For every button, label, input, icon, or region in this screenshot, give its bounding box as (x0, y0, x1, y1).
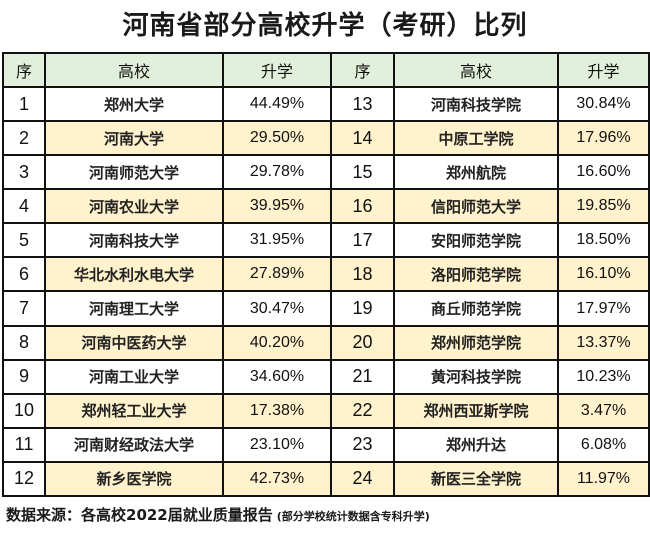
school-name: 郑州轻工业大学 (44, 392, 224, 429)
rate-value: 34.60% (222, 358, 332, 395)
rate-value: 3.47% (557, 392, 650, 429)
school-name: 中原工学院 (393, 120, 559, 157)
rate-value: 19.85% (557, 188, 650, 225)
header-school-left: 高校 (44, 52, 224, 88)
row-no: 1 (2, 85, 46, 123)
rate-value: 31.95% (222, 222, 332, 259)
rate-value: 30.47% (222, 290, 332, 327)
school-name: 郑州师范学院 (393, 324, 559, 361)
row-no: 21 (330, 358, 395, 395)
school-name: 新乡医学院 (44, 460, 224, 498)
school-name: 安阳师范学院 (393, 222, 559, 259)
table-row: 3 河南师范大学 29.78% 15 郑州航院 16.60% (2, 154, 650, 191)
table-row: 2 河南大学 29.50% 14 中原工学院 17.96% (2, 120, 650, 157)
school-name: 河南科技大学 (44, 222, 224, 259)
row-no: 16 (330, 188, 395, 225)
rate-value: 29.78% (222, 154, 332, 191)
row-no: 8 (2, 324, 46, 361)
rate-value: 18.50% (557, 222, 650, 259)
rate-value: 16.60% (557, 154, 650, 191)
row-no: 15 (330, 154, 395, 191)
school-name: 商丘师范学院 (393, 290, 559, 327)
row-no: 4 (2, 188, 46, 225)
rate-value: 27.89% (222, 256, 332, 293)
row-no: 22 (330, 392, 395, 429)
source-text: 数据来源：各高校2022届就业质量报告 (6, 506, 273, 524)
table-row: 6 华北水利水电大学 27.89% 18 洛阳师范学院 16.10% (2, 256, 650, 293)
rate-value: 42.73% (222, 460, 332, 498)
row-no: 2 (2, 120, 46, 157)
rate-value: 17.97% (557, 290, 650, 327)
rate-value: 17.96% (557, 120, 650, 157)
rate-value: 11.97% (557, 460, 650, 498)
school-name: 河南农业大学 (44, 188, 224, 225)
row-no: 24 (330, 460, 395, 498)
rate-value: 30.84% (557, 85, 650, 123)
row-no: 6 (2, 256, 46, 293)
rate-value: 44.49% (222, 85, 332, 123)
row-no: 17 (330, 222, 395, 259)
row-no: 5 (2, 222, 46, 259)
school-name: 黄河科技学院 (393, 358, 559, 395)
school-name: 河南财经政法大学 (44, 426, 224, 463)
rate-value: 10.23% (557, 358, 650, 395)
row-no: 14 (330, 120, 395, 157)
row-no: 12 (2, 460, 46, 498)
row-no: 11 (2, 426, 46, 463)
data-source-footer: 数据来源：各高校2022届就业质量报告 (部分学校统计数据含专科升学) (6, 504, 430, 525)
row-no: 18 (330, 256, 395, 293)
school-name: 郑州升达 (393, 426, 559, 463)
school-name: 河南师范大学 (44, 154, 224, 191)
source-note: (部分学校统计数据含专科升学) (276, 510, 430, 523)
table-row: 8 河南中医药大学 40.20% 20 郑州师范学院 13.37% (2, 324, 650, 361)
header-school-right: 高校 (393, 52, 559, 88)
rate-value: 23.10% (222, 426, 332, 463)
school-name: 河南工业大学 (44, 358, 224, 395)
school-name: 河南理工大学 (44, 290, 224, 327)
page-title: 河南省部分高校升学（考研）比列 (122, 11, 528, 41)
row-no: 3 (2, 154, 46, 191)
rate-value: 16.10% (557, 256, 650, 293)
school-name: 河南科技学院 (393, 85, 559, 123)
rate-value: 6.08% (557, 426, 650, 463)
row-no: 19 (330, 290, 395, 327)
rate-value: 17.38% (222, 392, 332, 429)
school-name: 郑州西亚斯学院 (393, 392, 559, 429)
row-no: 9 (2, 358, 46, 395)
header-rate-right: 升学 (557, 52, 650, 88)
school-name: 华北水利水电大学 (44, 256, 224, 293)
school-name: 河南大学 (44, 120, 224, 157)
school-name: 郑州航院 (393, 154, 559, 191)
table-row: 7 河南理工大学 30.47% 19 商丘师范学院 17.97% (2, 290, 650, 327)
table-row: 9 河南工业大学 34.60% 21 黄河科技学院 10.23% (2, 358, 650, 395)
rate-value: 39.95% (222, 188, 332, 225)
school-name: 新医三全学院 (393, 460, 559, 498)
school-name: 河南中医药大学 (44, 324, 224, 361)
row-no: 7 (2, 290, 46, 327)
school-name: 信阳师范大学 (393, 188, 559, 225)
table-row: 12 新乡医学院 42.73% 24 新医三全学院 11.97% (2, 460, 650, 498)
header-rate-left: 升学 (222, 52, 332, 88)
university-rate-table: 序 高校 升学 序 高校 升学 1 郑州大学 44.49% 13 河南科技学院 … (2, 52, 650, 498)
row-no: 10 (2, 392, 46, 429)
rate-value: 40.20% (222, 324, 332, 361)
header-no-right: 序 (330, 52, 395, 88)
table-header-row: 序 高校 升学 序 高校 升学 (2, 52, 650, 88)
row-no: 23 (330, 426, 395, 463)
header-no-left: 序 (2, 52, 46, 88)
school-name: 洛阳师范学院 (393, 256, 559, 293)
rate-value: 29.50% (222, 120, 332, 157)
table-row: 5 河南科技大学 31.95% 17 安阳师范学院 18.50% (2, 222, 650, 259)
school-name: 郑州大学 (44, 85, 224, 123)
table-row: 11 河南财经政法大学 23.10% 23 郑州升达 6.08% (2, 426, 650, 463)
table-row: 10 郑州轻工业大学 17.38% 22 郑州西亚斯学院 3.47% (2, 392, 650, 429)
row-no: 20 (330, 324, 395, 361)
row-no: 13 (330, 85, 395, 123)
table-row: 1 郑州大学 44.49% 13 河南科技学院 30.84% (2, 85, 650, 123)
rate-value: 13.37% (557, 324, 650, 361)
table-row: 4 河南农业大学 39.95% 16 信阳师范大学 19.85% (2, 188, 650, 225)
